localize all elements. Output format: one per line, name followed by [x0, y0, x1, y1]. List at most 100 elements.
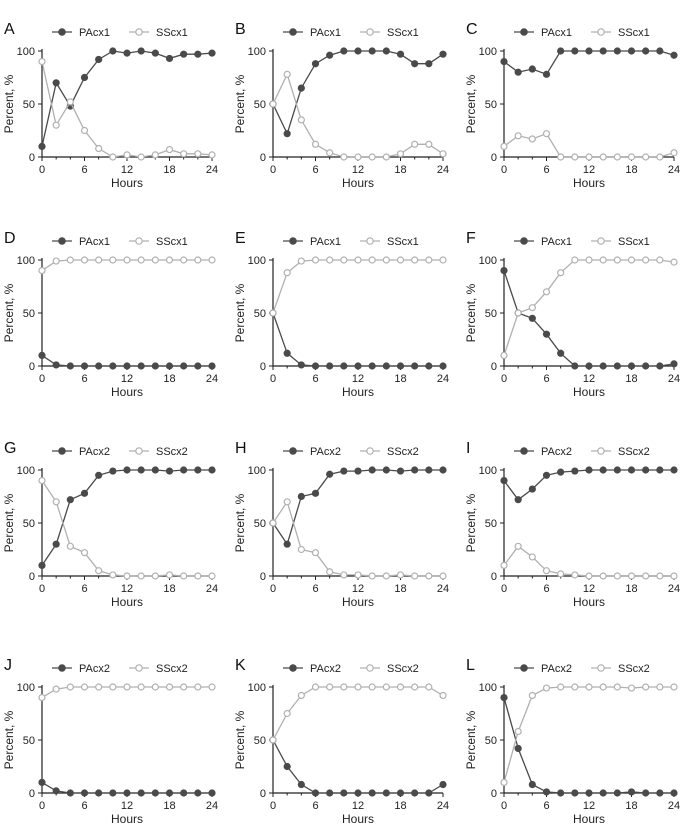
chart-f-y-axis-label: Percent, % — [464, 283, 478, 342]
chart-e-data-point — [340, 256, 348, 264]
chart-c-y-tick-label: 0 — [491, 152, 497, 164]
chart-b-y-tick-label: 50 — [254, 99, 266, 111]
chart-d-y-tick-label: 0 — [29, 361, 35, 373]
chart-k-data-point — [425, 683, 433, 691]
chart-c-data-point — [571, 47, 579, 55]
chart-j-data-point — [208, 789, 216, 797]
chart-b-legend-marker — [366, 28, 374, 36]
chart-c-data-point — [613, 47, 621, 55]
chart-g-data-point — [137, 466, 145, 474]
chart-d-x-tick-label: 0 — [39, 373, 45, 385]
chart-j-x-tick-label: 12 — [121, 800, 133, 812]
chart-f-data-point — [585, 256, 593, 264]
chart-a-data-point — [194, 50, 202, 58]
chart-d-y-axis-label: Percent, % — [2, 283, 16, 342]
chart-g-data-point — [208, 466, 216, 474]
chart-a-data-point — [52, 121, 60, 129]
chart-j-legend-marker — [58, 664, 66, 672]
chart-c-data-point — [528, 65, 536, 73]
chart-a-data-point — [95, 55, 103, 64]
chart-b-data-point — [354, 47, 362, 55]
chart-g-data-point — [123, 572, 131, 580]
chart-l-legend-label: PAcx2 — [541, 663, 572, 675]
chart-d-legend-marker — [135, 237, 143, 245]
chart-f-data-point — [599, 256, 607, 264]
chart-c-data-point — [557, 47, 565, 55]
chart-b-x-axis-label: Hours — [342, 176, 374, 190]
chart-d-data-point — [180, 256, 188, 264]
chart-h-legend-label: PAcx2 — [310, 446, 341, 458]
chart-l-data-point — [514, 744, 522, 753]
chart-b-data-point — [439, 150, 447, 158]
chart-f-data-point — [627, 256, 636, 264]
chart-e-data-point — [311, 256, 320, 264]
chart-c-data-point — [500, 142, 508, 150]
chart-i-data-point — [627, 466, 636, 474]
chart-a-data-point — [123, 151, 131, 159]
chart-k-data-point — [368, 789, 376, 797]
chart-d-data-point — [95, 256, 103, 264]
chart-g-data-point — [80, 549, 89, 557]
chart-a-x-tick-label: 6 — [81, 164, 87, 176]
chart-e-y-tick-label: 0 — [260, 361, 266, 373]
chart-k-data-point — [283, 762, 291, 771]
chart-c-data-point — [528, 135, 536, 143]
chart-l-data-point — [557, 683, 565, 691]
chart-d-x-tick-label: 12 — [121, 373, 133, 385]
chart-b-data-point — [283, 70, 291, 78]
chart-j-y-axis-label: Percent, % — [2, 710, 16, 769]
chart-c-data-point — [656, 47, 664, 55]
chart-k-data-point — [311, 683, 320, 691]
chart-b-data-point — [326, 149, 334, 157]
chart-a-data-point — [38, 57, 46, 66]
chart-l-data-point — [557, 789, 565, 797]
chart-a-data-point — [80, 126, 89, 135]
chart-f-legend-label: PAcx1 — [541, 236, 572, 248]
chart-d-data-point — [137, 362, 145, 370]
chart-j-data-point — [194, 789, 202, 797]
chart-g-y-tick-label: 0 — [29, 571, 35, 583]
chart-g-x-tick-label: 18 — [163, 583, 175, 595]
chart-e-data-point — [396, 362, 405, 370]
chart-f-legend-marker — [597, 237, 605, 245]
chart-l-data-point — [599, 683, 607, 691]
chart-d-data-point — [151, 256, 159, 264]
chart-i-data-point — [656, 466, 664, 474]
chart-j-data-point — [95, 683, 103, 691]
chart-b-data-point — [297, 84, 305, 92]
chart-i-x-tick-label: 12 — [583, 583, 595, 595]
chart-j-data-point — [123, 789, 131, 797]
chart-h-series-line — [272, 469, 443, 546]
chart-d-legend-label: SScx1 — [156, 236, 188, 248]
chart-c: C 0 50 100 0 6 12 18 24 Hours Percent, % PAcx1 SScx1 — [464, 21, 680, 190]
chart-d-data-point — [123, 256, 131, 264]
chart-k-x-tick-label: 0 — [270, 800, 276, 812]
chart-g-data-point — [66, 542, 74, 550]
chart-g-series-line — [41, 469, 212, 566]
chart-i-data-point — [500, 477, 508, 485]
chart-l: L 0 50 100 0 6 12 18 24 Hours Percent, % PAcx2 SScx2 — [464, 657, 680, 826]
chart-i-data-point — [571, 571, 579, 579]
chart-a-x-tick-label: 0 — [39, 164, 45, 176]
chart-c-x-tick-label: 24 — [668, 164, 680, 176]
chart-a-data-point — [165, 54, 174, 63]
chart-g-data-point — [194, 466, 202, 474]
chart-g-data-point — [66, 496, 74, 504]
chart-h-data-point — [382, 466, 390, 474]
chart-a-x-tick-label: 18 — [163, 164, 175, 176]
chart-j-legend-marker — [135, 664, 143, 672]
chart-b-data-point — [326, 51, 334, 59]
chart-c-data-point — [642, 47, 650, 55]
chart-l-data-point — [514, 727, 522, 736]
chart-l-y-tick-label: 0 — [491, 788, 497, 800]
chart-j-data-point — [38, 778, 46, 787]
chart-b-data-point — [411, 140, 419, 148]
chart-l-x-tick-label: 0 — [501, 800, 507, 812]
chart-h-legend-marker — [366, 447, 374, 455]
chart-j: J 0 50 100 0 6 12 18 24 Hours Percent, % PAcx2 SScx2 — [2, 657, 218, 826]
chart-e-y-tick-label: 50 — [254, 308, 266, 320]
chart-a-data-point — [180, 150, 188, 158]
chart-a-y-tick-label: 50 — [23, 99, 35, 111]
chart-i-legend-label: PAcx2 — [541, 446, 572, 458]
